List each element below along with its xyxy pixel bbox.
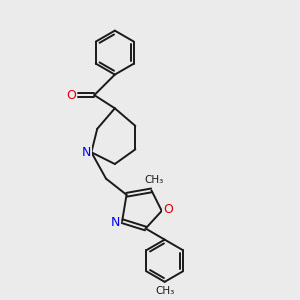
Text: O: O [66, 88, 76, 102]
Text: O: O [163, 203, 173, 216]
Text: CH₃: CH₃ [155, 286, 174, 296]
Text: N: N [111, 216, 120, 229]
Text: CH₃: CH₃ [145, 175, 164, 185]
Text: N: N [81, 146, 91, 159]
